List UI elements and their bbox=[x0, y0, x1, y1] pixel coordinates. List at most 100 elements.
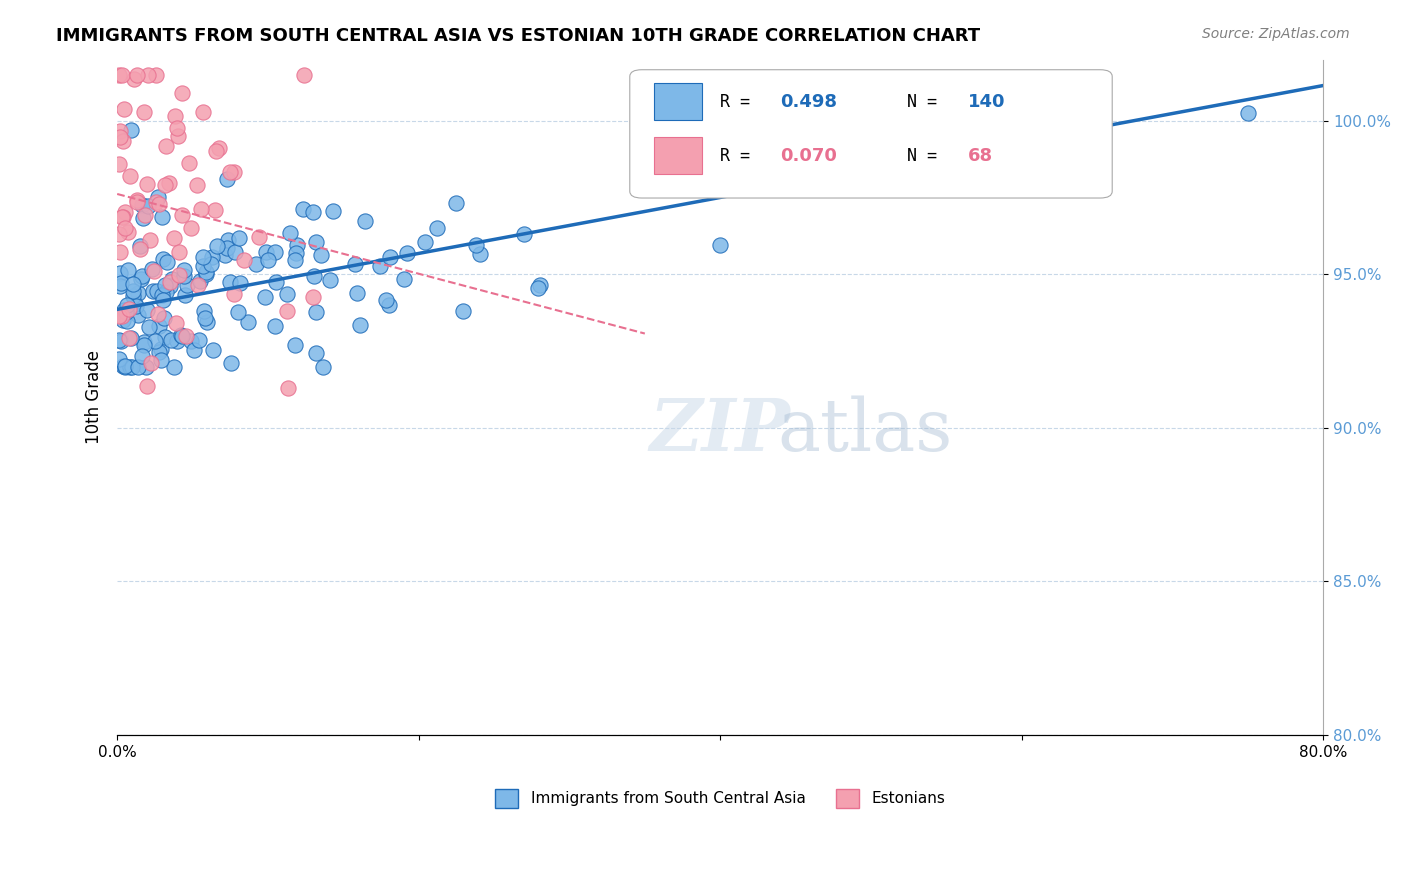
Point bbox=[146, 284, 169, 298]
Point bbox=[127, 285, 149, 300]
Point bbox=[112, 102, 135, 116]
Point bbox=[132, 105, 155, 120]
Point bbox=[305, 345, 328, 359]
Point bbox=[221, 356, 243, 370]
Point bbox=[176, 328, 198, 343]
Point bbox=[111, 210, 134, 224]
Point bbox=[108, 245, 131, 260]
Point bbox=[205, 144, 228, 158]
Point bbox=[122, 289, 145, 303]
Point bbox=[292, 68, 315, 82]
Point bbox=[148, 319, 170, 334]
Point bbox=[200, 250, 222, 264]
Point bbox=[108, 130, 131, 145]
Point bbox=[139, 233, 162, 247]
Point bbox=[204, 203, 226, 218]
Point bbox=[131, 349, 153, 363]
Point bbox=[107, 333, 129, 347]
Point bbox=[159, 275, 181, 289]
Point bbox=[201, 343, 224, 357]
Point bbox=[132, 338, 155, 352]
Legend: Immigrants from South Central Asia, Estonians: Immigrants from South Central Asia, Esto… bbox=[489, 783, 950, 814]
Text: IMMIGRANTS FROM SOUTH CENTRAL ASIA VS ESTONIAN 10TH GRADE CORRELATION CHART: IMMIGRANTS FROM SOUTH CENTRAL ASIA VS ES… bbox=[56, 27, 980, 45]
Point bbox=[142, 284, 165, 298]
Point bbox=[115, 313, 138, 327]
Point bbox=[111, 359, 134, 373]
Point bbox=[114, 220, 136, 235]
Point bbox=[349, 318, 371, 333]
Point bbox=[136, 303, 159, 318]
Point bbox=[148, 345, 170, 359]
Point bbox=[301, 205, 323, 219]
Point bbox=[194, 267, 217, 281]
Point bbox=[217, 233, 239, 247]
Point bbox=[380, 250, 402, 264]
Point bbox=[180, 334, 202, 348]
Point bbox=[170, 86, 193, 100]
Point bbox=[188, 333, 211, 347]
Point bbox=[170, 328, 193, 343]
Point bbox=[124, 72, 146, 87]
Point bbox=[145, 194, 167, 209]
Point bbox=[115, 305, 138, 319]
Point bbox=[167, 129, 190, 144]
Point bbox=[111, 313, 134, 327]
Point bbox=[138, 199, 160, 213]
Point bbox=[152, 293, 174, 308]
Point bbox=[319, 273, 342, 287]
Point bbox=[305, 235, 328, 250]
Point bbox=[173, 268, 195, 283]
Point bbox=[378, 298, 401, 312]
Point bbox=[112, 134, 135, 148]
Point bbox=[131, 198, 153, 212]
Point bbox=[135, 359, 157, 374]
Point bbox=[110, 309, 132, 323]
Text: 0.070: 0.070 bbox=[780, 147, 838, 165]
Text: 0.498: 0.498 bbox=[780, 93, 838, 112]
Point bbox=[124, 297, 146, 311]
Point bbox=[131, 268, 153, 283]
Point bbox=[118, 359, 141, 374]
Point bbox=[276, 303, 298, 318]
Text: 140: 140 bbox=[967, 93, 1005, 112]
Point bbox=[370, 259, 392, 273]
Point bbox=[195, 265, 218, 279]
FancyBboxPatch shape bbox=[654, 137, 702, 175]
Point bbox=[163, 109, 186, 123]
Point bbox=[107, 227, 129, 241]
Point bbox=[172, 329, 194, 343]
Text: R =: R = bbox=[720, 93, 761, 112]
Point bbox=[150, 287, 173, 301]
Point bbox=[114, 359, 136, 373]
Point bbox=[205, 238, 228, 252]
Point bbox=[148, 197, 170, 211]
Point bbox=[160, 272, 183, 286]
Point bbox=[143, 264, 166, 278]
Point bbox=[159, 278, 181, 293]
Point bbox=[115, 297, 138, 311]
Point bbox=[172, 208, 194, 222]
Text: N =: N = bbox=[907, 93, 948, 112]
Point bbox=[166, 316, 188, 330]
Point bbox=[191, 260, 214, 274]
Point bbox=[159, 334, 181, 348]
Point bbox=[107, 68, 129, 82]
Point bbox=[1237, 105, 1260, 120]
Point bbox=[146, 307, 169, 321]
Point bbox=[312, 359, 335, 374]
Point bbox=[284, 338, 307, 352]
Point bbox=[141, 262, 163, 277]
Point bbox=[174, 287, 197, 301]
Point bbox=[228, 231, 250, 245]
Point bbox=[108, 157, 131, 171]
Point bbox=[322, 204, 344, 219]
Point bbox=[127, 309, 149, 323]
Point bbox=[278, 226, 301, 240]
Point bbox=[166, 334, 188, 349]
Point bbox=[150, 352, 173, 367]
Point bbox=[179, 156, 201, 170]
Point bbox=[264, 275, 287, 289]
Point bbox=[291, 202, 314, 217]
Point bbox=[150, 210, 173, 224]
Point bbox=[180, 221, 202, 235]
